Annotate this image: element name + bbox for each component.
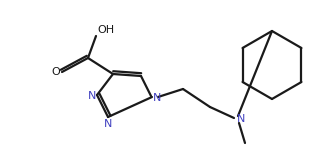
Text: OH: OH <box>97 25 114 35</box>
Text: O: O <box>51 67 60 77</box>
Text: N: N <box>237 114 245 124</box>
Text: N: N <box>104 119 112 129</box>
Text: N: N <box>88 91 96 101</box>
Text: N: N <box>153 93 161 103</box>
